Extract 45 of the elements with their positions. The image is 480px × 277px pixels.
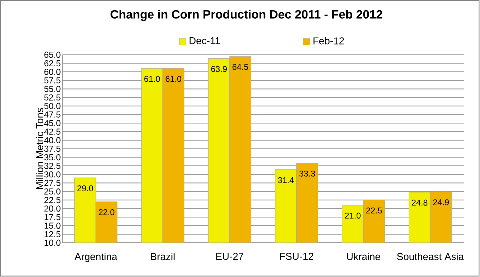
y-tick-label: 30.0 — [44, 172, 61, 178]
y-tick-label: 25.0 — [44, 188, 61, 195]
y-tick-label: 15.0 — [44, 222, 61, 229]
y-tick-label: 35.0 — [44, 154, 61, 161]
x-tick-label: Southeast Asia — [397, 253, 464, 260]
data-label: 22.5 — [366, 208, 382, 214]
legend-label: Feb-12 — [314, 37, 344, 45]
data-label: 29.0 — [78, 186, 94, 192]
x-tick-label: EU-27 — [216, 253, 244, 260]
y-tick-label: 40.0 — [44, 137, 61, 144]
y-tick-label: 17.5 — [44, 214, 61, 220]
data-label: 33.3 — [300, 170, 316, 177]
data-label: 24.8 — [412, 200, 428, 206]
y-tick-label: 55.0 — [44, 86, 61, 92]
data-label: 22.0 — [99, 209, 115, 216]
data-label: 31.4 — [278, 177, 294, 184]
x-tick-label: Argentina — [74, 253, 118, 262]
y-tick-label: 20.0 — [44, 206, 61, 212]
data-label: 24.9 — [433, 200, 450, 206]
y-axis-title: Million Metric Tons — [36, 108, 44, 190]
y-tick-label: 45.0 — [44, 120, 61, 126]
data-label: 61.0 — [166, 76, 182, 82]
y-tick-label: 22.5 — [44, 197, 61, 204]
legend-label: Dec-11 — [190, 38, 220, 44]
data-label: 64.5 — [232, 64, 248, 70]
data-label: 61.0 — [144, 76, 160, 82]
x-tick-label: FSU-12 — [280, 253, 314, 260]
y-tick-label: 47.5 — [44, 112, 61, 118]
y-tick-label: 12.5 — [44, 231, 61, 238]
y-tick-label: 62.5 — [44, 60, 61, 67]
y-tick-label: 65.0 — [44, 52, 61, 58]
y-tick-label: 60.0 — [44, 69, 61, 76]
x-tick-label: Ukraine — [347, 253, 380, 260]
y-tick-label: 52.5 — [44, 94, 61, 101]
y-tick-label: 37.5 — [44, 146, 61, 152]
x-tick-label: Brazil — [151, 253, 175, 260]
y-tick-label: 32.5 — [44, 163, 61, 170]
y-tick-label: 27.5 — [44, 180, 61, 186]
y-tick-label: 50.0 — [44, 103, 61, 110]
y-tick-label: 10.0 — [44, 240, 61, 246]
y-tick-label: 57.5 — [44, 78, 61, 84]
data-label: 63.9 — [211, 66, 228, 72]
y-tick-label: 42.5 — [44, 128, 61, 135]
chart-title: Change in Corn Production Dec 2011 - Feb 2012 — [110, 10, 383, 22]
data-label: 21.0 — [345, 212, 361, 219]
